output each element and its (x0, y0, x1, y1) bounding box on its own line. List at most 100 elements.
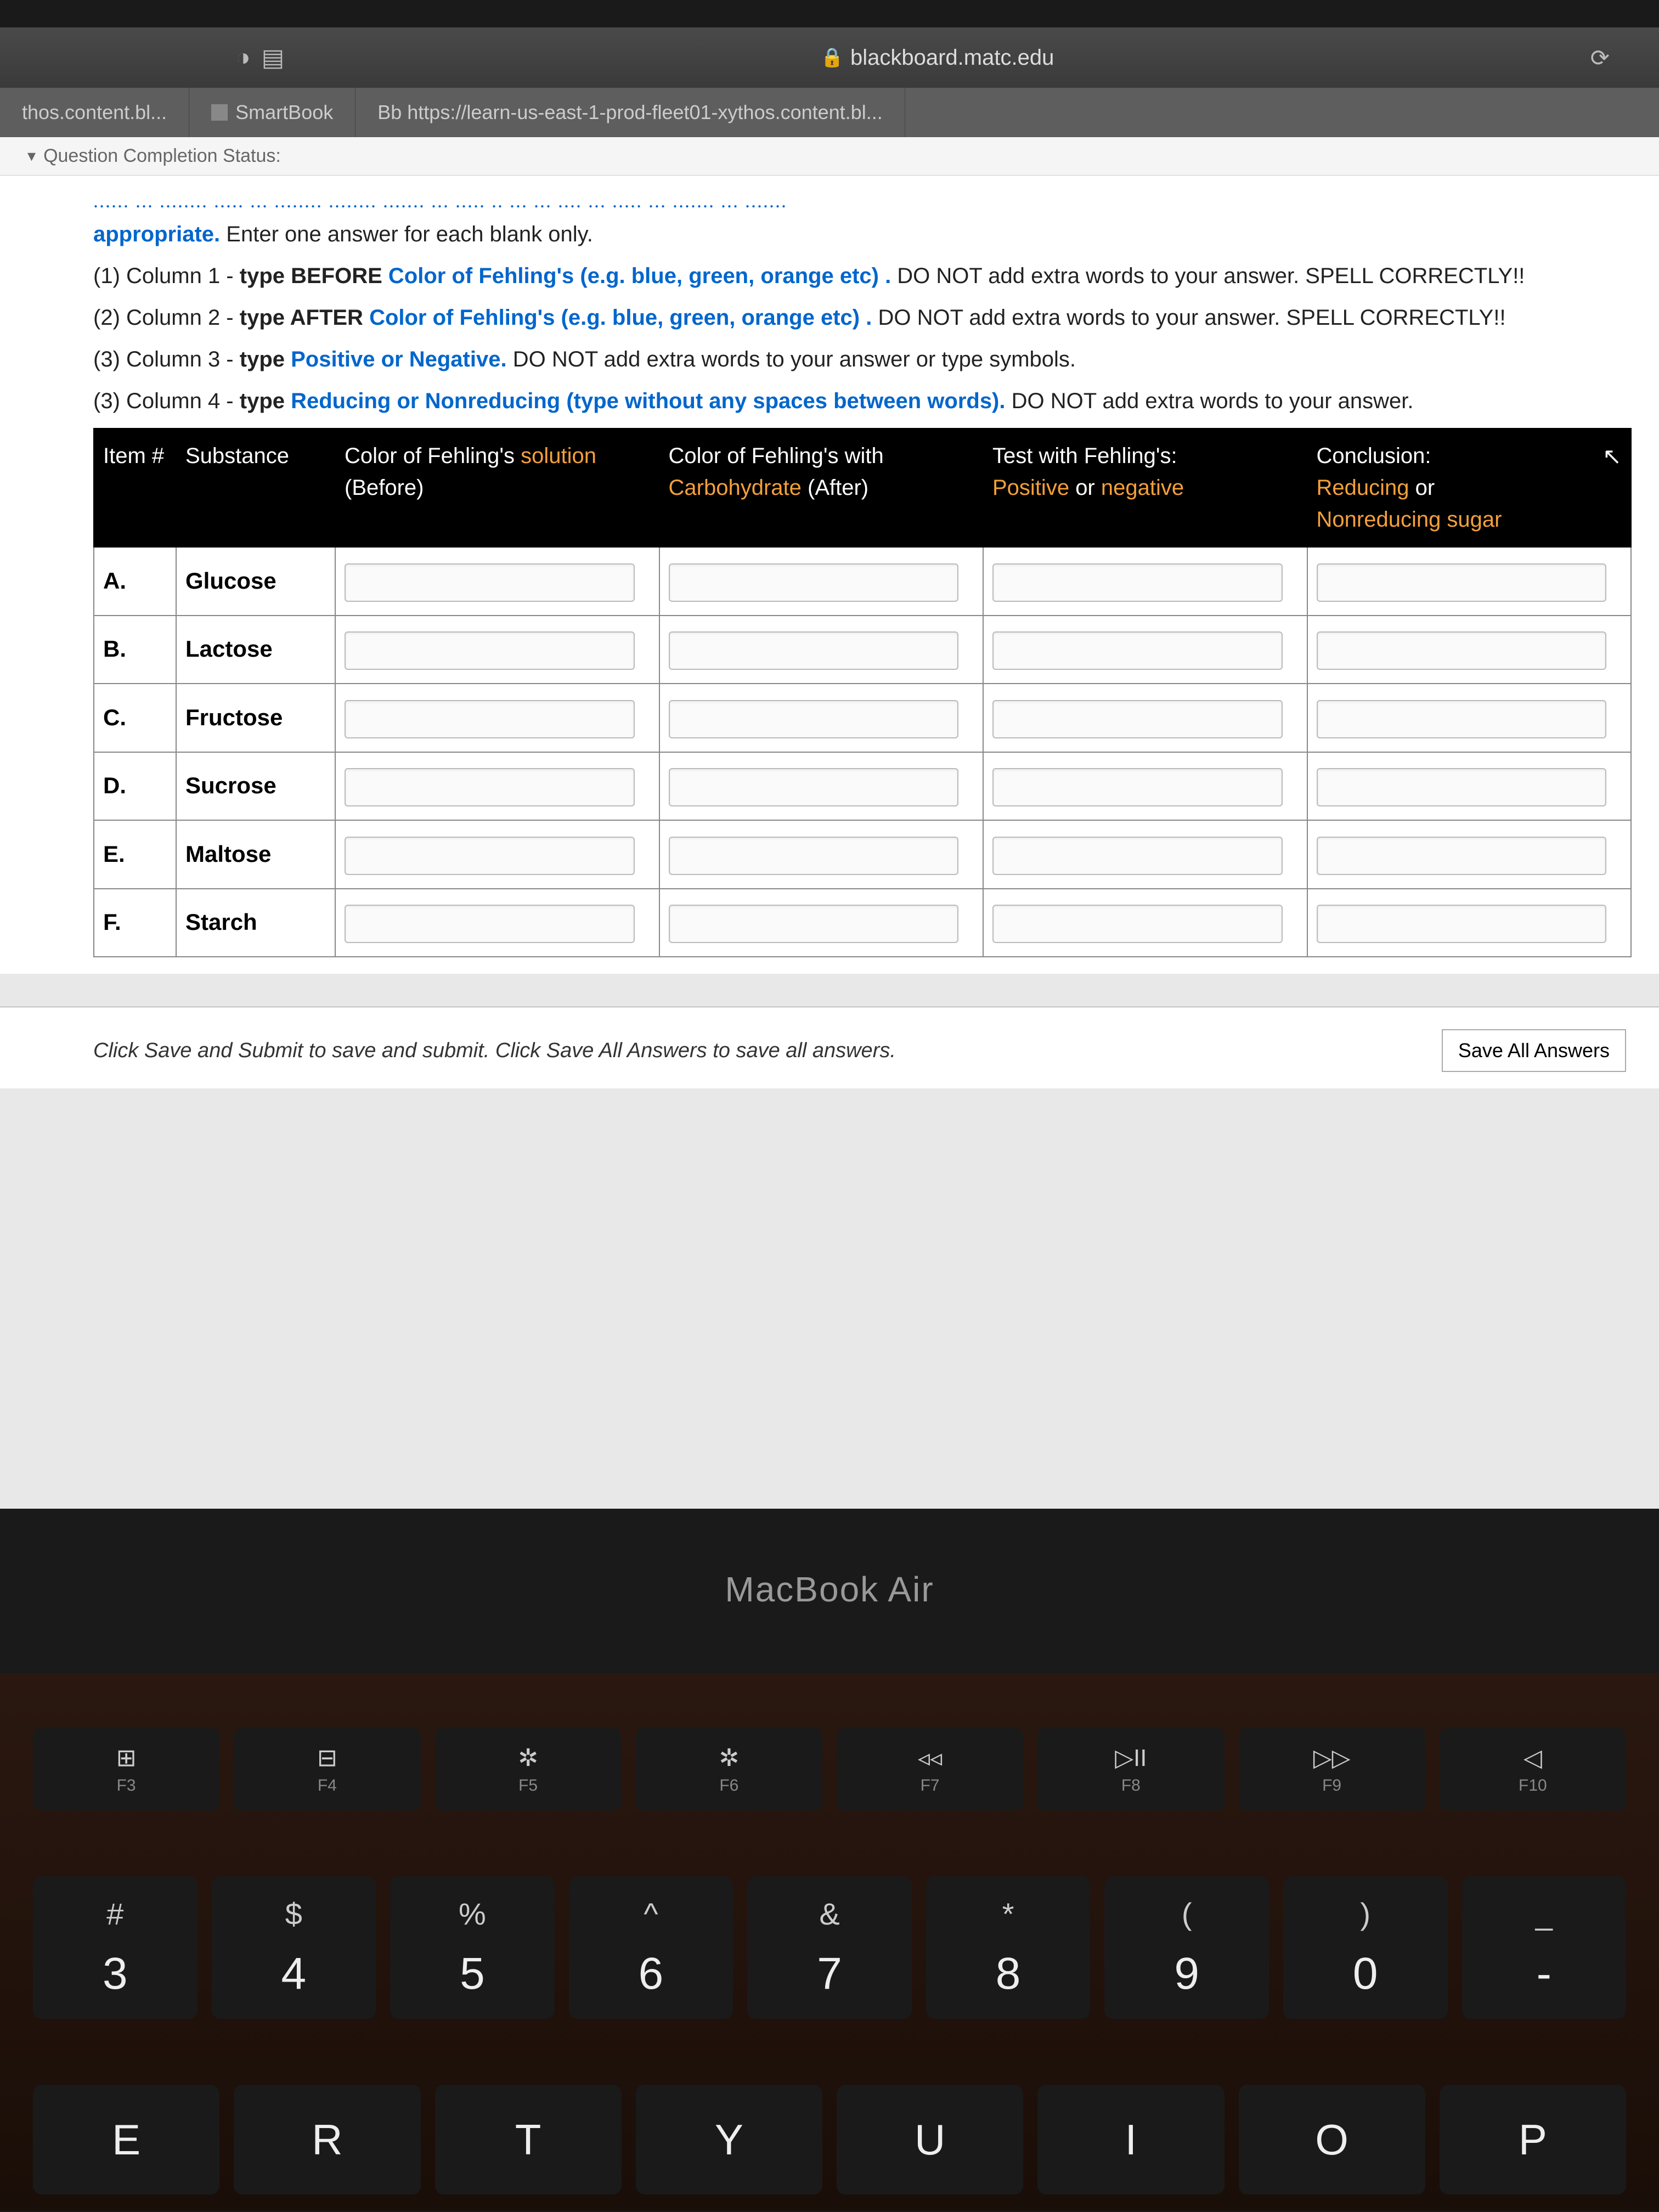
col-substance: Substance (176, 428, 335, 547)
browser-window: ◑ ▤ 🔒 blackboard.matc.edu ⟳ thos.content… (0, 27, 1659, 1509)
tab-1[interactable]: thos.content.bl... (0, 88, 189, 137)
fn-key: ✲F5 (435, 1728, 622, 1810)
substance-name: Lactose (176, 616, 335, 684)
completion-status-bar: ▾ Question Completion Status: (0, 137, 1659, 176)
before-input[interactable] (345, 563, 635, 602)
fn-key: ✲F6 (636, 1728, 822, 1810)
number-key-row: #3$4%5^6&7*8(9)0_- (33, 1876, 1626, 2019)
after-input[interactable] (669, 631, 959, 670)
test-input[interactable] (992, 905, 1283, 943)
letter-key: U (837, 2085, 1023, 2194)
conclusion-input[interactable] (1317, 700, 1607, 738)
laptop-brand-label: MacBook Air (0, 1569, 1659, 1610)
table-row: C. Fructose (94, 684, 1631, 752)
num-key: %5 (390, 1876, 555, 2019)
substance-name: Starch (176, 889, 335, 957)
test-input[interactable] (992, 837, 1283, 875)
fn-key: ◁F10 (1440, 1728, 1626, 1810)
fn-key: ⊟F4 (234, 1728, 420, 1810)
reload-icon[interactable]: ⟳ (1590, 44, 1610, 71)
item-id: F. (94, 889, 176, 957)
instructions: appropriate. Enter one answer for each b… (93, 218, 1632, 417)
table-row: D. Sucrose (94, 752, 1631, 821)
conclusion-input[interactable] (1317, 837, 1607, 875)
chevron-down-icon[interactable]: ▾ (27, 146, 36, 166)
col-after: Color of Fehling's with Carbohydrate (Af… (659, 428, 984, 547)
letter-key: O (1239, 2085, 1425, 2194)
after-input[interactable] (669, 768, 959, 806)
keyboard: ⊞F3⊟F4✲F5✲F6◃◃F7▷IIF8▷▷F9◁F10 #3$4%5^6&7… (0, 1673, 1659, 2211)
substance-name: Fructose (176, 684, 335, 752)
submit-footer: Click Save and Submit to save and submit… (0, 1007, 1659, 1088)
after-input[interactable] (669, 905, 959, 943)
substance-name: Maltose (176, 820, 335, 889)
test-input[interactable] (992, 563, 1283, 602)
before-input[interactable] (345, 768, 635, 806)
test-input[interactable] (992, 631, 1283, 670)
letter-key: P (1440, 2085, 1626, 2194)
num-key: #3 (33, 1876, 198, 2019)
num-key: &7 (747, 1876, 912, 2019)
num-key: $4 (212, 1876, 376, 2019)
before-input[interactable] (345, 631, 635, 670)
conclusion-input[interactable] (1317, 563, 1607, 602)
substance-name: Sucrose (176, 752, 335, 821)
letter-key: E (33, 2085, 219, 2194)
letter-key: Y (636, 2085, 822, 2194)
conclusion-input[interactable] (1317, 631, 1607, 670)
before-input[interactable] (345, 905, 635, 943)
tab-strip: thos.content.bl... SmartBook Bb https://… (0, 88, 1659, 137)
fn-key: ◃◃F7 (837, 1728, 1023, 1810)
num-key: *8 (926, 1876, 1091, 2019)
table-row: A. Glucose (94, 547, 1631, 616)
shield-icon[interactable]: ◑ (236, 44, 251, 72)
lock-icon: 🔒 (821, 47, 844, 69)
question-content: ...... ... ........ ..... ... ........ .… (0, 176, 1659, 974)
fn-key: ▷▷F9 (1239, 1728, 1425, 1810)
letter-key: I (1037, 2085, 1224, 2194)
completion-status-label: Question Completion Status: (43, 145, 281, 167)
favicon-icon (211, 104, 228, 121)
conclusion-input[interactable] (1317, 905, 1607, 943)
letter-key-row: ERTYUIOP (33, 2085, 1626, 2194)
address-bar[interactable]: 🔒 blackboard.matc.edu (301, 46, 1574, 70)
num-key: ^6 (569, 1876, 733, 2019)
letter-key: T (435, 2085, 622, 2194)
fehling-table: Item # Substance Color of Fehling's solu… (93, 428, 1632, 957)
item-id: D. (94, 752, 176, 821)
col-test: Test with Fehling's: Positive or negativ… (983, 428, 1307, 547)
before-input[interactable] (345, 700, 635, 738)
after-input[interactable] (669, 563, 959, 602)
fn-key: ▷IIF8 (1037, 1728, 1224, 1810)
item-id: E. (94, 820, 176, 889)
conclusion-input[interactable] (1317, 768, 1607, 806)
function-key-row: ⊞F3⊟F4✲F5✲F6◃◃F7▷IIF8▷▷F9◁F10 (33, 1728, 1626, 1810)
tab-2[interactable]: SmartBook (189, 88, 356, 137)
truncated-text: ...... ... ........ ..... ... ........ .… (93, 187, 1632, 215)
num-key: )0 (1283, 1876, 1448, 2019)
browser-toolbar: ◑ ▤ 🔒 blackboard.matc.edu ⟳ (0, 27, 1659, 88)
tab-3[interactable]: Bb https://learn-us-east-1-prod-fleet01-… (356, 88, 905, 137)
col-item: Item # (94, 428, 176, 547)
col-conclusion: Conclusion: ↖ Reducing or Nonreducing su… (1307, 428, 1632, 547)
before-input[interactable] (345, 837, 635, 875)
reader-icon[interactable]: ▤ (262, 44, 285, 72)
test-input[interactable] (992, 768, 1283, 806)
after-input[interactable] (669, 837, 959, 875)
url-text: blackboard.matc.edu (850, 46, 1054, 70)
col-before: Color of Fehling's solution (Before) (335, 428, 659, 547)
after-input[interactable] (669, 700, 959, 738)
num-key: _- (1462, 1876, 1627, 2019)
item-id: A. (94, 547, 176, 616)
num-key: (9 (1104, 1876, 1269, 2019)
substance-name: Glucose (176, 547, 335, 616)
table-row: F. Starch (94, 889, 1631, 957)
test-input[interactable] (992, 700, 1283, 738)
cursor-icon: ↖ (1602, 440, 1622, 473)
fn-key: ⊞F3 (33, 1728, 219, 1810)
table-row: E. Maltose (94, 820, 1631, 889)
save-all-button[interactable]: Save All Answers (1442, 1029, 1626, 1072)
save-hint: Click Save and Submit to save and submit… (93, 1039, 896, 1063)
item-id: C. (94, 684, 176, 752)
letter-key: R (234, 2085, 420, 2194)
